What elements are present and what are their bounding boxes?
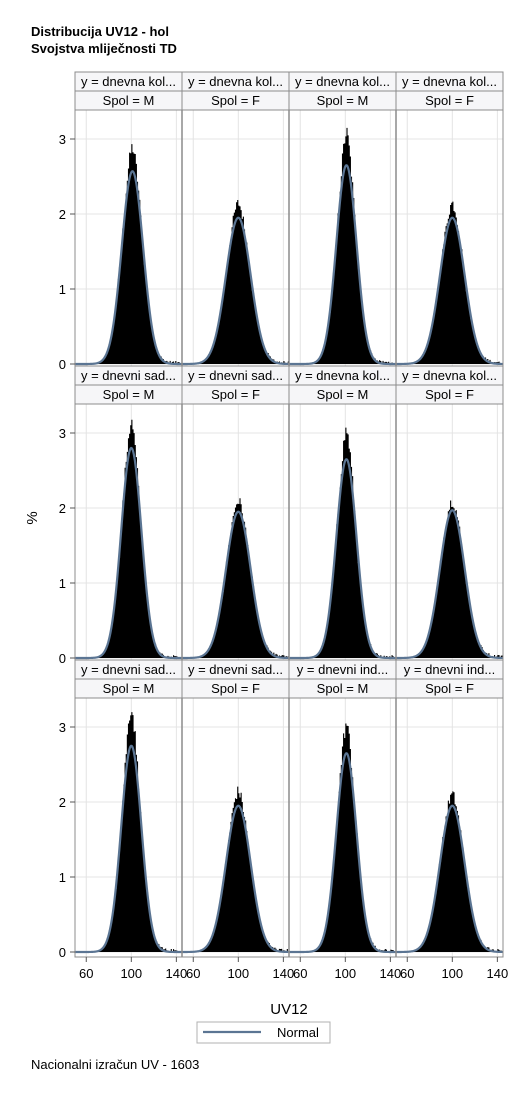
x-tick-label: 140 xyxy=(166,966,188,981)
y-tick-label: 1 xyxy=(59,870,66,885)
header-variable-label: y = dnevni ind... xyxy=(297,662,388,677)
histogram-r2-c1 xyxy=(75,419,182,660)
header-group-label: Spol = F xyxy=(425,681,474,696)
histogram-bars xyxy=(408,791,502,952)
histogram-r3-c3 xyxy=(289,723,396,954)
y-axis-title: % xyxy=(24,511,41,524)
histogram-bars xyxy=(194,200,289,364)
x-tick-label: 60 xyxy=(400,966,414,981)
header-variable-label: y = dnevni sad... xyxy=(81,662,176,677)
header-group-label: Spol = F xyxy=(211,387,260,402)
header-variable-label: y = dnevna kol... xyxy=(188,74,283,89)
histogram-r3-c4 xyxy=(395,791,504,954)
footnote: Nacionalni izračun UV - 1603 xyxy=(31,1057,200,1072)
y-tick-label: 2 xyxy=(59,501,66,516)
x-axis-title: UV12 xyxy=(270,1001,308,1018)
chart-subtitle: Svojstva mliječnosti TD xyxy=(31,41,177,56)
normal-curve xyxy=(289,458,396,660)
legend-box xyxy=(196,1021,331,1044)
header-group-label: Spol = M xyxy=(317,387,369,402)
histogram-bars xyxy=(310,723,394,952)
normal-curve xyxy=(395,216,504,366)
header-cell-group xyxy=(395,90,504,111)
header-variable-label: y = dnevni sad... xyxy=(188,662,283,677)
legend xyxy=(196,1021,331,1044)
y-tick-label: 0 xyxy=(59,945,66,960)
header-variable-label: y = dnevna kol... xyxy=(81,74,176,89)
x-tick-label: 140 xyxy=(273,966,295,981)
normal-curve xyxy=(395,509,504,660)
x-tick-label: 100 xyxy=(334,966,356,981)
y-tick-label: 0 xyxy=(59,357,66,372)
y-tick-label: 3 xyxy=(59,426,66,441)
y-tick-label: 2 xyxy=(59,795,66,810)
histogram-r2-c4 xyxy=(395,500,504,660)
header-group-label: Spol = M xyxy=(317,93,369,108)
header-group-label: Spol = M xyxy=(103,93,155,108)
header-variable-label: y = dnevna kol... xyxy=(402,368,497,383)
header-variable-label: y = dnevni sad... xyxy=(188,368,283,383)
x-tick-label: 140 xyxy=(380,966,402,981)
histogram-bars xyxy=(408,500,503,658)
x-tick-label: 100 xyxy=(441,966,463,981)
x-tick-label: 60 xyxy=(186,966,200,981)
histogram-bars xyxy=(194,498,289,658)
legend-label-normal: Normal xyxy=(277,1025,319,1040)
header-variable-label: y = dnevna kol... xyxy=(402,74,497,89)
header-variable-label: y = dnevni ind... xyxy=(404,662,495,677)
header-group-label: Spol = M xyxy=(103,681,155,696)
histogram-r3-c2 xyxy=(181,786,290,954)
header-group-label: Spol = F xyxy=(211,681,260,696)
x-tick-label: 140 xyxy=(487,966,509,981)
chart-title: Distribucija UV12 - hol xyxy=(31,24,169,39)
normal-curve xyxy=(75,446,182,660)
normal-curve xyxy=(289,752,396,954)
y-tick-label: 1 xyxy=(59,576,66,591)
header-cell-group xyxy=(395,384,504,405)
histogram-bars xyxy=(94,712,179,952)
header-cell-group xyxy=(395,678,504,699)
normal-curve xyxy=(75,170,183,366)
histogram-r1-c4 xyxy=(395,201,504,366)
y-tick-label: 2 xyxy=(59,207,66,222)
header-group-label: Spol = M xyxy=(317,681,369,696)
histogram-r1-c3 xyxy=(289,127,396,366)
normal-curve xyxy=(75,744,182,954)
histogram-bars xyxy=(94,144,180,364)
y-tick-label: 3 xyxy=(59,132,66,147)
y-tick-label: 3 xyxy=(59,720,66,735)
normal-curve xyxy=(395,804,504,954)
histogram-r2-c3 xyxy=(289,427,396,660)
header-variable-label: y = dnevna kol... xyxy=(295,368,390,383)
header-group-label: Spol = F xyxy=(425,93,474,108)
x-tick-label: 100 xyxy=(227,966,249,981)
histogram-r1-c1 xyxy=(75,144,183,366)
x-tick-label: 60 xyxy=(79,966,93,981)
header-group-label: Spol = M xyxy=(103,387,155,402)
normal-curve xyxy=(289,164,396,366)
header-group-label: Spol = F xyxy=(211,93,260,108)
x-tick-label: 100 xyxy=(120,966,142,981)
histogram-r3-c1 xyxy=(75,712,182,954)
histogram-bars xyxy=(309,427,394,658)
header-variable-label: y = dnevni sad... xyxy=(81,368,176,383)
normal-curve xyxy=(181,804,290,954)
y-tick-label: 0 xyxy=(59,651,66,666)
normal-curve xyxy=(181,510,290,660)
header-group-label: Spol = F xyxy=(425,387,474,402)
y-tick-label: 1 xyxy=(59,282,66,297)
normal-curve xyxy=(181,216,290,366)
histogram-r1-c2 xyxy=(181,200,290,366)
histogram-r2-c2 xyxy=(181,498,290,660)
header-variable-label: y = dnevna kol... xyxy=(295,74,390,89)
histogram-bars xyxy=(310,127,393,365)
x-tick-label: 60 xyxy=(293,966,307,981)
histogram-bars xyxy=(94,419,179,658)
